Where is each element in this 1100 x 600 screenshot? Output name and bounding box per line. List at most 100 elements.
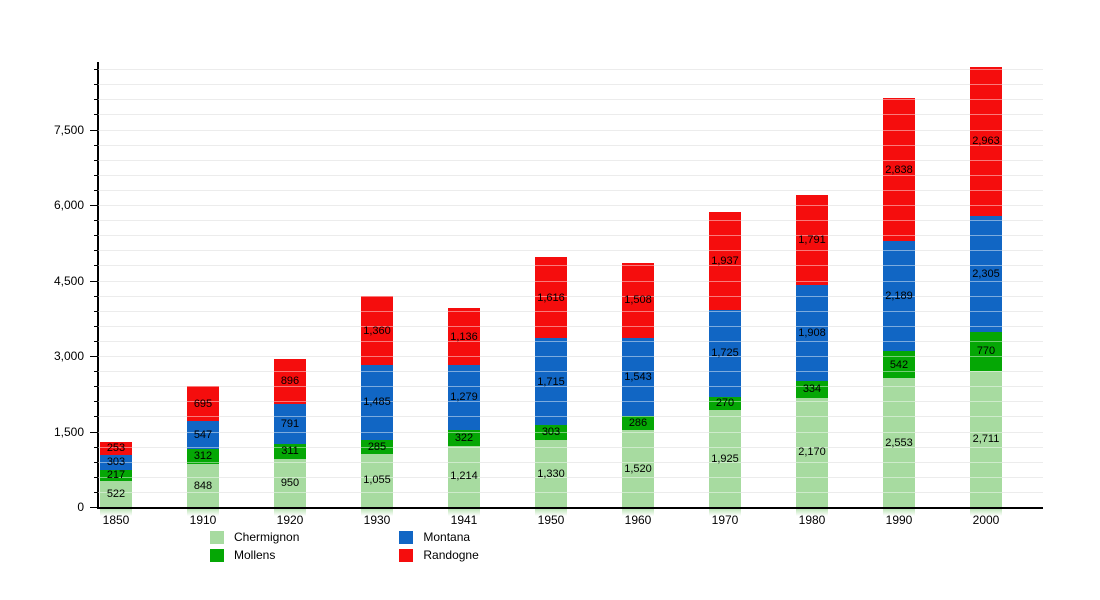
bar-reflection xyxy=(361,509,393,516)
minor-gridline xyxy=(98,371,1043,373)
x-axis-tick-label-1980: 1980 xyxy=(798,513,826,527)
x-axis-tick-label-1850: 1850 xyxy=(102,513,130,527)
y-axis-minor-tick xyxy=(94,461,98,463)
bar-segment-mollens-2000 xyxy=(970,331,1002,371)
bar-value-label: 334 xyxy=(802,383,822,396)
bar-segment-randogne-1970 xyxy=(709,212,741,310)
legend-item-montana: Montana xyxy=(399,530,478,544)
bar-reflection xyxy=(448,509,480,516)
minor-gridline xyxy=(98,250,1043,252)
bar-value-label: 1,791 xyxy=(798,233,826,246)
minor-gridline xyxy=(98,174,1043,176)
gridline-overlay xyxy=(98,129,1043,131)
minor-gridline xyxy=(98,280,1043,282)
minor-gridline xyxy=(98,386,1043,388)
bar-segment-mollens-1941 xyxy=(448,429,480,446)
bar-reflection xyxy=(187,509,219,516)
bar-segment-chermignon-1980 xyxy=(796,397,828,507)
bar-value-label: 770 xyxy=(976,345,996,358)
gridline-overlay xyxy=(98,99,1043,101)
bar-reflection xyxy=(535,509,567,516)
minor-gridline xyxy=(98,340,1043,342)
y-axis-minor-tick xyxy=(94,220,98,222)
minor-gridline xyxy=(98,235,1043,237)
gridline-overlay xyxy=(98,491,1043,493)
gridline-overlay xyxy=(98,189,1043,191)
x-axis-tick-label-1960: 1960 xyxy=(624,513,652,527)
gridline-overlay xyxy=(98,205,1043,206)
gridline-overlay xyxy=(98,84,1043,86)
minor-gridline xyxy=(98,491,1043,493)
y-axis-major-tick xyxy=(90,280,98,282)
y-axis-minor-tick xyxy=(94,159,98,161)
y-axis-minor-tick xyxy=(94,189,98,191)
bar-value-label: 1,908 xyxy=(798,326,826,339)
y-axis-minor-tick xyxy=(94,310,98,312)
bar-segment-montana-1941 xyxy=(448,365,480,430)
bar-reflection xyxy=(274,509,306,516)
bar-value-label: 2,963 xyxy=(972,135,1000,148)
bar-segment-mollens-1990 xyxy=(883,351,915,379)
bar-value-label: 2,553 xyxy=(885,436,913,449)
y-axis-minor-tick xyxy=(94,340,98,342)
bar-value-label: 286 xyxy=(628,417,648,430)
minor-gridline xyxy=(98,84,1043,86)
bar-segment-montana-2000 xyxy=(970,215,1002,332)
bar-segment-montana-1920 xyxy=(274,403,306,444)
bar-value-label: 217 xyxy=(106,469,126,482)
legend-label-chermignon: Chermignon xyxy=(234,530,300,544)
bar-value-label: 522 xyxy=(106,487,126,500)
bar-value-label: 950 xyxy=(280,477,300,490)
legend-column: Montana Randogne xyxy=(399,530,479,562)
legend-item-mollens: Mollens xyxy=(210,548,299,562)
minor-gridline xyxy=(98,431,1043,433)
bar-value-label: 1,725 xyxy=(711,347,739,360)
y-axis-minor-tick xyxy=(94,446,98,448)
gridline-overlay xyxy=(98,280,1043,282)
legend-item-chermignon: Chermignon xyxy=(210,530,299,544)
gridline-overlay xyxy=(98,295,1043,297)
y-axis-minor-tick xyxy=(94,99,98,101)
bar-segment-randogne-2000 xyxy=(970,66,1002,216)
y-axis-minor-tick xyxy=(94,114,98,116)
y-axis-minor-tick xyxy=(94,69,98,71)
bar-value-label: 1,279 xyxy=(450,391,478,404)
bar-value-label: 253 xyxy=(106,442,126,455)
y-axis-tick-label: 7,500 xyxy=(53,122,84,137)
bar-segment-montana-1990 xyxy=(883,241,915,352)
bar-value-label: 1,616 xyxy=(537,291,565,304)
legend-label-montana: Montana xyxy=(423,530,471,544)
bar-value-label: 1,330 xyxy=(537,467,565,480)
bar-value-label: 285 xyxy=(367,440,387,453)
bar-reflection xyxy=(970,509,1002,516)
gridline-overlay xyxy=(98,476,1043,478)
minor-gridline xyxy=(98,144,1043,146)
bar-reflection xyxy=(622,509,654,516)
minor-gridline xyxy=(98,446,1043,448)
bar-segment-chermignon-1920 xyxy=(274,459,306,507)
legend-swatch-mollens xyxy=(210,548,224,562)
gridline-overlay xyxy=(98,356,1043,357)
bar-segment-randogne-1990 xyxy=(883,98,915,242)
x-axis-tick-label-1941: 1941 xyxy=(450,513,478,527)
bar-segment-montana-1970 xyxy=(709,309,741,397)
x-axis-tick-label-1920: 1920 xyxy=(276,513,304,527)
bar-value-label: 896 xyxy=(280,375,300,388)
gridline-overlay xyxy=(98,220,1043,222)
y-axis-minor-tick xyxy=(94,476,98,478)
gridline-overlay xyxy=(98,174,1043,176)
bar-reflection xyxy=(100,509,132,516)
bar-segment-randogne-1941 xyxy=(448,308,480,366)
gridline-overlay xyxy=(98,446,1043,448)
y-axis-minor-tick xyxy=(94,235,98,237)
bar-segment-montana-1910 xyxy=(187,421,219,449)
minor-gridline xyxy=(98,220,1043,222)
y-axis-major-tick xyxy=(90,205,98,206)
bar-value-label: 2,838 xyxy=(885,163,913,176)
bar-value-label: 312 xyxy=(193,450,213,463)
y-axis-minor-tick xyxy=(94,325,98,327)
gridline-overlay xyxy=(98,325,1043,327)
bar-segment-chermignon-1960 xyxy=(622,430,654,507)
legend-label-mollens: Mollens xyxy=(234,548,276,562)
bar-reflection xyxy=(883,509,915,516)
